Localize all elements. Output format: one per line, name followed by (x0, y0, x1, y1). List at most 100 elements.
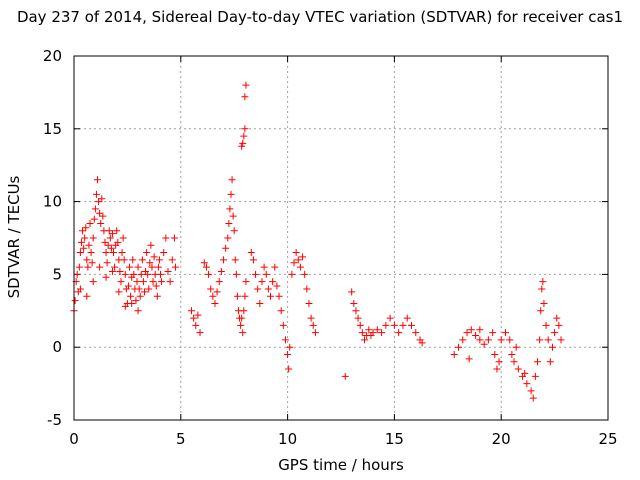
data-point (548, 343, 556, 351)
data-point (542, 321, 550, 329)
x-tick-label: 15 (385, 430, 404, 448)
data-point (238, 314, 246, 322)
data-point (213, 288, 221, 296)
data-point (285, 365, 293, 373)
data-point (403, 314, 411, 322)
data-point (307, 314, 315, 322)
data-point (205, 270, 213, 278)
data-point (252, 270, 260, 278)
data-point (217, 267, 225, 275)
y-tick-label: 20 (43, 47, 62, 65)
data-point (73, 270, 81, 278)
data-point (553, 314, 561, 322)
data-point (147, 241, 155, 249)
data-point (220, 256, 228, 264)
data-point (555, 321, 563, 329)
data-point (200, 259, 208, 267)
data-point (277, 307, 285, 315)
data-point (143, 249, 151, 257)
data-point (126, 263, 134, 271)
data-point (118, 249, 126, 257)
x-tick-label: 10 (278, 430, 297, 448)
data-point (225, 219, 233, 227)
data-point (80, 244, 88, 252)
data-point (537, 307, 545, 315)
data-point (82, 224, 90, 232)
data-point (273, 282, 281, 290)
y-tick-label: 0 (52, 338, 62, 356)
data-point (108, 230, 116, 238)
data-point (171, 263, 179, 271)
data-point (271, 263, 279, 271)
data-point (510, 358, 518, 366)
plot-frame (73, 55, 609, 421)
data-point (119, 234, 127, 242)
data-point (145, 285, 153, 293)
data-point (146, 259, 154, 267)
data-point (209, 292, 217, 300)
data-point (230, 227, 238, 235)
data-point (233, 292, 241, 300)
data-point (215, 278, 223, 286)
data-point (247, 249, 255, 257)
data-point (90, 215, 98, 223)
data-point (539, 278, 547, 286)
data-point (360, 336, 368, 344)
data-point (242, 81, 250, 89)
data-point (495, 358, 503, 366)
data-point (88, 259, 96, 267)
chart-title: Day 237 of 2014, Sidereal Day-to-day VTE… (16, 8, 624, 26)
data-point (472, 332, 480, 340)
data-point (89, 278, 97, 286)
data-point (292, 249, 300, 257)
data-point (497, 336, 505, 344)
data-point (523, 380, 531, 388)
y-tick-label: 10 (43, 193, 62, 211)
data-point (102, 273, 110, 281)
data-point (110, 249, 118, 257)
data-point (81, 234, 89, 242)
data-point (459, 336, 467, 344)
data-point (463, 329, 471, 337)
data-point (229, 212, 237, 220)
axis-ticks: 0 5 10 15 20 25 -5 0 5 10 15 20 (43, 47, 618, 448)
data-point (240, 132, 248, 140)
data-point (303, 285, 311, 293)
data-point (113, 227, 121, 235)
data-point (168, 256, 176, 264)
x-axis-label: GPS time / hours (278, 456, 404, 474)
data-point (491, 350, 499, 358)
data-point (356, 321, 364, 329)
data-point (476, 326, 484, 334)
data-point (96, 263, 104, 271)
data-point (390, 321, 398, 329)
data-point (378, 329, 386, 337)
y-tick-label: -5 (47, 411, 62, 429)
data-point (129, 256, 137, 264)
data-point (164, 267, 172, 275)
data-point (102, 249, 110, 257)
data-point (484, 336, 492, 344)
data-point (91, 205, 99, 213)
data-point (140, 288, 148, 296)
data-point (227, 190, 235, 198)
data-point (83, 256, 91, 264)
data-point (117, 278, 125, 286)
data-point (103, 259, 111, 267)
data-point (226, 205, 234, 213)
data-point (256, 300, 264, 308)
data-point (124, 282, 132, 290)
data-point (294, 256, 302, 264)
data-point (240, 307, 248, 315)
data-point (85, 241, 93, 249)
data-point (260, 263, 268, 271)
data-point (476, 336, 484, 344)
data-point (121, 270, 129, 278)
data-point (111, 263, 119, 271)
data-point (79, 227, 87, 235)
data-point (412, 329, 420, 337)
grid-lines (74, 56, 608, 420)
data-point (114, 238, 122, 246)
data-point (152, 282, 160, 290)
data-point (418, 339, 426, 347)
